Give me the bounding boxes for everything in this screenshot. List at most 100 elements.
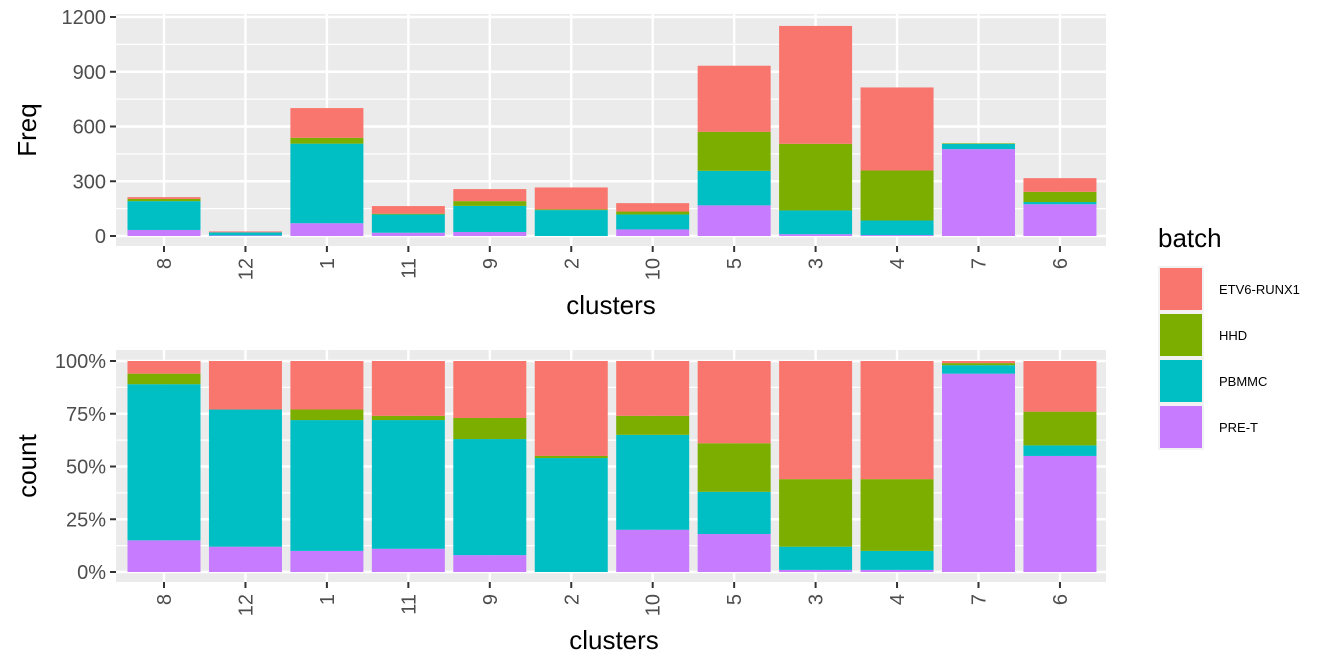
bar-segment-pbmmc — [127, 201, 201, 230]
x-tick-label: 3 — [806, 258, 828, 269]
bar-segment-pbmmc — [616, 214, 690, 230]
bar-segment-hhd — [534, 209, 608, 211]
bar-segment-pre-t — [290, 550, 364, 572]
x-axis-title: clusters — [566, 290, 656, 320]
bar-segment-pbmmc — [208, 232, 282, 236]
bar-segment-pre-t — [697, 205, 771, 236]
x-tick-label: 7 — [969, 594, 991, 605]
x-tick-label: 8 — [154, 258, 176, 269]
bar-segment-pre-t — [208, 235, 282, 236]
legend-title: batch — [1158, 223, 1222, 253]
x-tick-label: 7 — [969, 258, 991, 269]
y-tick-label: 0% — [77, 562, 106, 584]
bar-segment-pbmmc — [779, 546, 853, 570]
bar-segment-hhd — [290, 137, 364, 144]
bar-segment-hhd — [779, 479, 853, 547]
legend-swatch — [1160, 268, 1202, 310]
bar-segment-pbmmc — [453, 205, 527, 232]
bar-segment-etv6-runx1 — [371, 361, 445, 416]
y-tick-label: 300 — [73, 171, 106, 193]
y-tick-label: 75% — [66, 404, 106, 426]
bar-segment-etv6-runx1 — [534, 187, 608, 210]
bar-segment-hhd — [942, 363, 1015, 366]
bar-segment-pbmmc — [208, 409, 282, 547]
x-tick-label: 12 — [235, 258, 257, 280]
x-tick-label: 10 — [643, 258, 665, 280]
bar-segment-pre-t — [779, 234, 853, 236]
x-tick-label: 11 — [398, 594, 420, 615]
bar-segment-pre-t — [1023, 204, 1097, 236]
bar-segment-pbmmc — [1023, 202, 1097, 205]
bar-segment-hhd — [127, 198, 201, 202]
bar-segment-pbmmc — [779, 210, 853, 235]
bar-segment-etv6-runx1 — [208, 231, 282, 233]
x-axis-title: clusters — [569, 625, 659, 655]
bar-segment-pre-t — [453, 231, 527, 236]
bar-segment-pbmmc — [453, 439, 527, 556]
bar-segment-pbmmc — [534, 458, 608, 572]
y-axis-title: count — [12, 433, 42, 497]
bar-segment-etv6-runx1 — [371, 206, 445, 214]
bar-segment-pbmmc — [616, 434, 690, 530]
bar-segment-etv6-runx1 — [616, 203, 690, 212]
panel-background — [116, 14, 1106, 246]
bar-segment-hhd — [697, 443, 771, 492]
bar-segment-etv6-runx1 — [616, 361, 690, 416]
bar-segment-pre-t — [942, 373, 1015, 572]
bar-segment-hhd — [371, 213, 445, 215]
y-axis: 0% 25% 50% 75% 100% — [55, 351, 116, 584]
bar-segment-etv6-runx1 — [697, 65, 771, 132]
x-tick-label: 12 — [235, 594, 257, 616]
bar-segment-pbmmc — [942, 143, 1015, 150]
legend-items: ETV6-RUNX1 HHD PBMMC PRE-T — [1158, 266, 1300, 450]
legend-swatch — [1160, 360, 1202, 402]
bar-segment-pbmmc — [290, 143, 364, 224]
bar-segment-etv6-runx1 — [208, 361, 282, 410]
bar-segment-pbmmc — [860, 220, 934, 236]
plot-proportion: 0%25%50%75%100% 8 12 1 11 9 2 10 5 3 4 7 6 clusters… — [12, 350, 1106, 655]
bar-segment-hhd — [371, 415, 445, 421]
x-axis: 8 12 1 11 9 2 10 5 3 4 7 6 — [154, 582, 1072, 616]
bar-segment-etv6-runx1 — [1023, 178, 1097, 192]
x-tick-label: 9 — [480, 594, 502, 605]
bar-segment-hhd — [860, 479, 934, 551]
y-tick-label: 900 — [73, 62, 106, 84]
bar-segment-pbmmc — [1023, 445, 1097, 456]
bar-segment-pre-t — [290, 223, 364, 236]
x-tick-label: 6 — [1050, 594, 1072, 605]
x-tick-label: 5 — [724, 258, 746, 269]
legend-label: ETV6-RUNX1 — [1219, 282, 1300, 297]
bar-segment-pbmmc — [127, 384, 201, 541]
bar-segment-hhd — [290, 409, 364, 421]
bar-segment-pre-t — [127, 540, 201, 572]
bar-segment-etv6-runx1 — [1023, 361, 1097, 412]
bar-segment-hhd — [697, 131, 771, 171]
y-axis: 0 300 600 900 1200 — [62, 7, 116, 248]
bar-segment-etv6-runx1 — [779, 361, 853, 480]
bar-segment-pbmmc — [290, 420, 364, 551]
legend-swatch — [1160, 314, 1202, 356]
bar-segment-hhd — [453, 417, 527, 440]
bar-segment-pre-t — [127, 229, 201, 236]
bar-segment-pre-t — [616, 529, 690, 572]
x-tick-label: 9 — [480, 258, 502, 269]
bar-segment-hhd — [1023, 191, 1097, 203]
bar-segment-hhd — [942, 143, 1015, 144]
bar-segment-pbmmc — [860, 550, 934, 570]
x-tick-label: 3 — [806, 594, 828, 605]
bar-segment-pre-t — [616, 229, 690, 236]
bars — [127, 25, 1097, 236]
x-tick-label: 11 — [398, 258, 420, 279]
legend-swatch — [1160, 406, 1202, 448]
bar-segment-etv6-runx1 — [860, 361, 934, 480]
bar-segment-etv6-runx1 — [860, 87, 934, 171]
bar-segment-hhd — [127, 373, 201, 385]
bar-segment-hhd — [616, 415, 690, 435]
bar-segment-etv6-runx1 — [779, 25, 853, 144]
bar-segment-etv6-runx1 — [127, 197, 201, 199]
x-tick-label: 4 — [887, 594, 909, 605]
bar-segment-pre-t — [860, 235, 934, 236]
y-tick-label: 25% — [66, 509, 106, 531]
y-axis-title: Freq — [12, 103, 42, 156]
bar-segment-etv6-runx1 — [290, 361, 364, 410]
